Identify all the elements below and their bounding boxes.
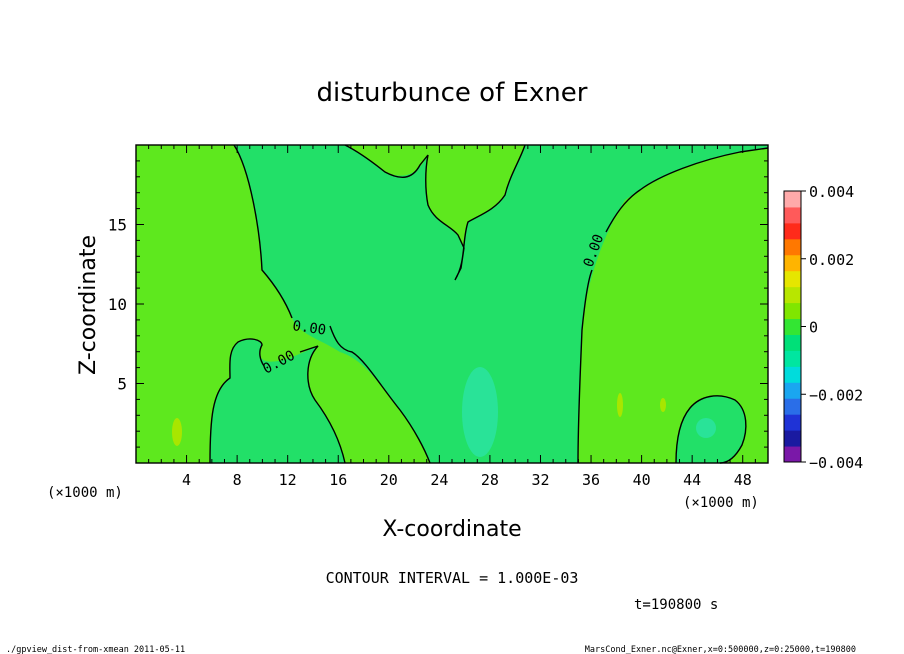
- y-axis-label: Z-coordinate: [76, 235, 101, 375]
- x-axis: 4 8 12 16 20 24 28 32 36 40 44 48: [148, 145, 756, 489]
- colorbar: 0.004 0.002 0 −0.002 −0.004: [783, 183, 863, 472]
- contour-line: [209, 338, 346, 464]
- y-axis: 5 10 15: [108, 160, 768, 448]
- x-unit-right: (×1000 m): [683, 495, 759, 511]
- colorbar-swatch: [784, 318, 801, 335]
- colorbar-swatch: [784, 350, 801, 367]
- x-axis-label: X-coordinate: [382, 517, 521, 542]
- colorbar-swatch: [784, 414, 801, 431]
- x-tick-label: 44: [683, 471, 701, 489]
- x-unit-left: (×1000 m): [47, 485, 123, 501]
- x-tick-label: 24: [430, 471, 448, 489]
- colorbar-swatch: [784, 206, 801, 224]
- contour-interval-text: CONTOUR INTERVAL = 1.000E-03: [326, 569, 579, 587]
- colorbar-swatch: [784, 398, 801, 415]
- x-tick-label: 20: [380, 471, 398, 489]
- x-tick-label: 48: [734, 471, 752, 489]
- negative-region: [234, 145, 768, 463]
- contour-line: [675, 395, 747, 464]
- x-tick-label: 8: [233, 471, 242, 489]
- contour-line: [344, 144, 526, 281]
- x-tick-label: 36: [582, 471, 600, 489]
- anomaly-blob-right: [696, 418, 716, 438]
- colorbar-tick-label: 0.004: [809, 183, 854, 201]
- y-tick-label: 5: [117, 375, 127, 394]
- contour-line: [577, 147, 769, 464]
- colorbar-swatch: [784, 270, 801, 288]
- colorbar-swatch: [784, 334, 801, 351]
- colorbar-swatch: [784, 222, 801, 240]
- positive-blob-right2: [660, 398, 666, 412]
- plot-area: 0.00 0.00 0.00: [135, 144, 769, 464]
- colorbar-swatch: [784, 366, 801, 383]
- x-tick-label: 16: [329, 471, 347, 489]
- colorbar-swatch: [784, 382, 801, 399]
- x-tick-label: 12: [279, 471, 297, 489]
- footer-left: ./gpview_dist-from-xmean 2011-05-11: [6, 645, 185, 654]
- y-tick-label: 10: [108, 295, 127, 314]
- colorbar-swatch: [784, 254, 801, 272]
- x-tick-label: 32: [531, 471, 549, 489]
- colorbar-swatch: [784, 446, 801, 463]
- colorbar-swatch: [784, 302, 801, 320]
- anomaly-blob-center: [462, 367, 498, 457]
- time-text: t=190800 s: [634, 597, 718, 613]
- x-tick-label: 40: [633, 471, 651, 489]
- negative-bubble-left: [210, 338, 345, 463]
- footer-right: MarsCond_Exner.nc@Exner,x=0:500000,z=0:2…: [585, 645, 856, 654]
- colorbar-swatch: [784, 238, 801, 256]
- colorbar-tick-label: 0: [809, 319, 818, 337]
- colorbar-swatch: [784, 286, 801, 304]
- positive-blob-right: [617, 393, 623, 417]
- y-tick-label: 15: [108, 216, 127, 235]
- x-tick-label: 4: [182, 471, 191, 489]
- colorbar-swatch: [784, 430, 801, 447]
- colorbar-tick-label: −0.002: [809, 386, 863, 404]
- colorbar-tick-label: 0.002: [809, 251, 854, 269]
- x-tick-label: 28: [481, 471, 499, 489]
- contour-line: [233, 144, 431, 464]
- contour-lines: [209, 144, 769, 464]
- colorbar-tick-label: −0.004: [809, 454, 863, 472]
- positive-blob-left: [172, 418, 182, 446]
- chart-title: disturbunce of Exner: [317, 78, 588, 108]
- contour-label: 0.00: [291, 318, 327, 339]
- colorbar-swatch: [784, 191, 801, 208]
